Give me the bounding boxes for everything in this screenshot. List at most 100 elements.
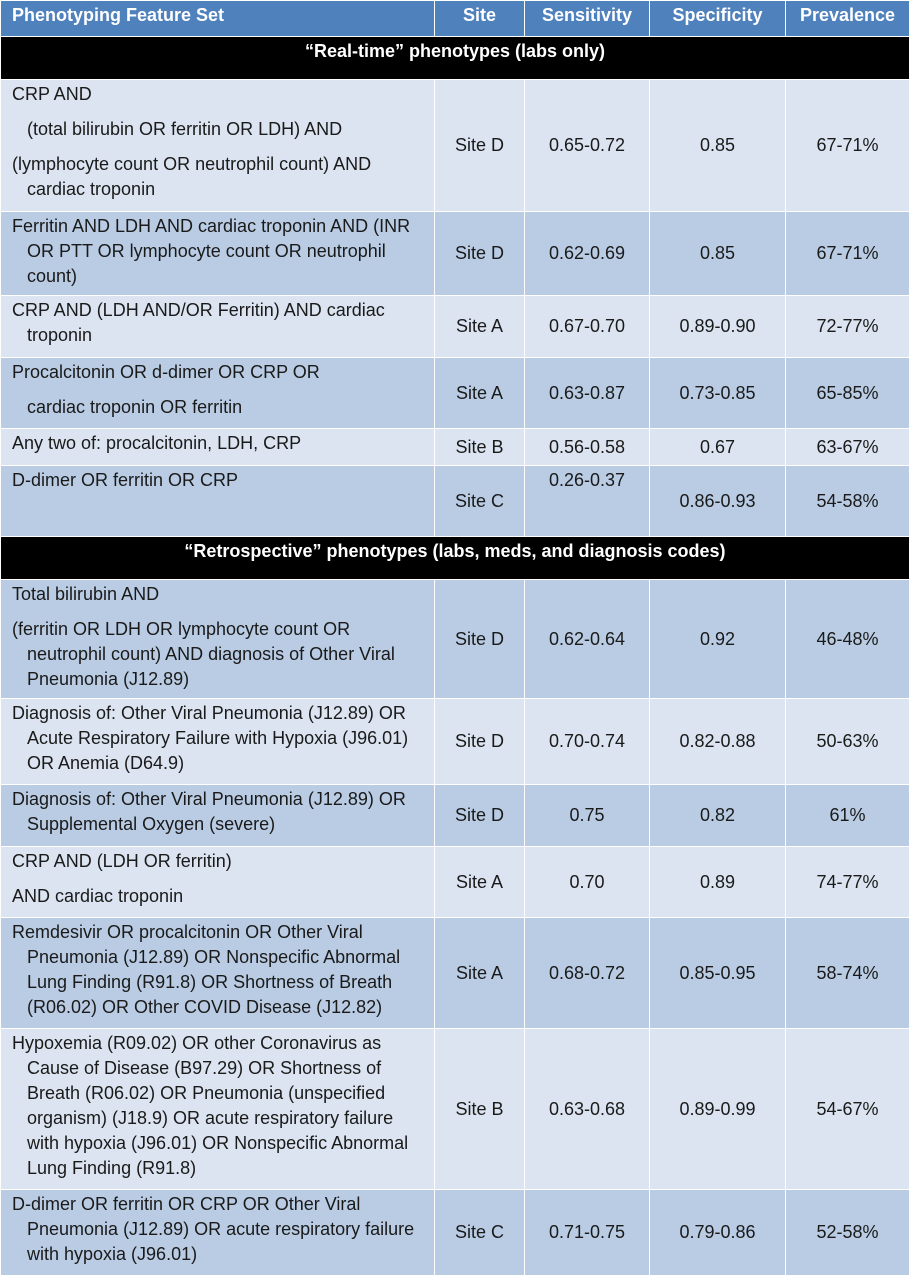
sensitivity-cell: 0.70 — [524, 846, 650, 918]
header-prevalence: Prevalence — [785, 0, 909, 37]
prevalence-cell: 63-67% — [785, 428, 909, 466]
specificity-cell: 0.85-0.95 — [649, 917, 786, 1029]
feature-line: Remdesivir OR procalcitonin OR Other Vir… — [12, 922, 401, 1017]
specificity-cell: 0.82 — [649, 784, 786, 847]
feature-line: D-dimer OR ferritin OR CRP OR Other Vira… — [12, 1194, 415, 1264]
site-cell: Site A — [434, 357, 525, 429]
feature-cell: Any two of: procalcitonin, LDH, CRP — [0, 428, 435, 466]
feature-line: (lymphocyte count OR neutrophil count) A… — [12, 154, 372, 199]
header-specificity: Specificity — [649, 0, 786, 37]
prevalence-cell: 74-77% — [785, 846, 909, 918]
feature-cell: Procalcitonin OR d-dimer OR CRP OR cardi… — [0, 357, 435, 429]
site-cell: Site A — [434, 917, 525, 1029]
site-cell: Site A — [434, 295, 525, 358]
feature-line: CRP AND (LDH AND/OR Ferritin) AND cardia… — [12, 300, 385, 345]
feature-line: Any two of: procalcitonin, LDH, CRP — [12, 433, 302, 453]
table-row: Diagnosis of: Other Viral Pneumonia (J12… — [0, 698, 909, 785]
section-realtime: “Real-time” phenotypes (labs only) — [0, 36, 909, 80]
table-row: Remdesivir OR procalcitonin OR Other Vir… — [0, 917, 909, 1029]
prevalence-cell: 65-85% — [785, 357, 909, 429]
sensitivity-cell: 0.26-0.37 — [524, 465, 650, 537]
specificity-cell: 0.67 — [649, 428, 786, 466]
site-cell: Site D — [434, 579, 525, 699]
sensitivity-cell: 0.56-0.58 — [524, 428, 650, 466]
section-title-retrospective: “Retrospective” phenotypes (labs, meds, … — [0, 536, 909, 580]
site-cell: Site C — [434, 1189, 525, 1276]
header-sensitivity: Sensitivity — [524, 0, 650, 37]
prevalence-cell: 61% — [785, 784, 909, 847]
sensitivity-cell: 0.62-0.69 — [524, 211, 650, 296]
specificity-cell: 0.92 — [649, 579, 786, 699]
feature-cell: Diagnosis of: Other Viral Pneumonia (J12… — [0, 698, 435, 785]
sensitivity-cell: 0.67-0.70 — [524, 295, 650, 358]
site-cell: Site B — [434, 428, 525, 466]
specificity-cell: 0.89 — [649, 846, 786, 918]
header-site: Site — [434, 0, 525, 37]
feature-cell: CRP AND (LDH AND/OR Ferritin) AND cardia… — [0, 295, 435, 358]
sensitivity-cell: 0.65-0.72 — [524, 79, 650, 212]
table-row: D-dimer OR ferritin OR CRP Site C 0.26-0… — [0, 465, 909, 537]
sensitivity-cell: 0.62-0.64 — [524, 579, 650, 699]
site-cell: Site D — [434, 211, 525, 296]
feature-line: (ferritin OR LDH OR lymphocyte count OR … — [12, 619, 395, 689]
feature-line: Total bilirubin AND — [12, 584, 160, 604]
feature-cell: D-dimer OR ferritin OR CRP OR Other Vira… — [0, 1189, 435, 1276]
section-retrospective: “Retrospective” phenotypes (labs, meds, … — [0, 536, 909, 580]
specificity-cell: 0.85 — [649, 211, 786, 296]
feature-line: Diagnosis of: Other Viral Pneumonia (J12… — [12, 789, 406, 834]
table-row: Hypoxemia (R09.02) OR other Coronavirus … — [0, 1028, 909, 1190]
site-cell: Site A — [434, 846, 525, 918]
prevalence-cell: 54-67% — [785, 1028, 909, 1190]
feature-line: Ferritin AND LDH AND cardiac troponin AN… — [12, 216, 411, 286]
feature-line: Diagnosis of: Other Viral Pneumonia (J12… — [12, 703, 409, 773]
feature-cell: Diagnosis of: Other Viral Pneumonia (J12… — [0, 784, 435, 847]
specificity-cell: 0.89-0.99 — [649, 1028, 786, 1190]
specificity-cell: 0.85 — [649, 79, 786, 212]
prevalence-cell: 67-71% — [785, 79, 909, 212]
feature-line: (total bilirubin OR ferritin OR LDH) AND — [27, 119, 343, 139]
table-row: CRP AND (LDH AND/OR Ferritin) AND cardia… — [0, 295, 909, 358]
prevalence-cell: 50-63% — [785, 698, 909, 785]
prevalence-cell: 72-77% — [785, 295, 909, 358]
sensitivity-cell: 0.70-0.74 — [524, 698, 650, 785]
specificity-cell: 0.82-0.88 — [649, 698, 786, 785]
specificity-cell: 0.89-0.90 — [649, 295, 786, 358]
feature-line: CRP AND — [12, 84, 92, 104]
sensitivity-cell: 0.68-0.72 — [524, 917, 650, 1029]
prevalence-cell: 46-48% — [785, 579, 909, 699]
section-title-realtime: “Real-time” phenotypes (labs only) — [0, 36, 909, 80]
specificity-cell: 0.79-0.86 — [649, 1189, 786, 1276]
site-cell: Site C — [434, 465, 525, 537]
table-row: Total bilirubin AND (ferritin OR LDH OR … — [0, 579, 909, 699]
specificity-cell: 0.86-0.93 — [649, 465, 786, 537]
table-row: CRP AND (total bilirubin OR ferritin OR … — [0, 79, 909, 212]
specificity-cell: 0.73-0.85 — [649, 357, 786, 429]
site-cell: Site B — [434, 1028, 525, 1190]
feature-line: Hypoxemia (R09.02) OR other Coronavirus … — [12, 1033, 409, 1178]
feature-cell: D-dimer OR ferritin OR CRP — [0, 465, 435, 537]
site-cell: Site D — [434, 698, 525, 785]
feature-line: cardiac troponin OR ferritin — [27, 397, 243, 417]
table-row: Ferritin AND LDH AND cardiac troponin AN… — [0, 211, 909, 296]
site-cell: Site D — [434, 79, 525, 212]
sensitivity-cell: 0.75 — [524, 784, 650, 847]
feature-cell: CRP AND (LDH OR ferritin) AND cardiac tr… — [0, 846, 435, 918]
prevalence-cell: 54-58% — [785, 465, 909, 537]
feature-cell: Hypoxemia (R09.02) OR other Coronavirus … — [0, 1028, 435, 1190]
feature-line: AND cardiac troponin — [12, 886, 184, 906]
feature-cell: CRP AND (total bilirubin OR ferritin OR … — [0, 79, 435, 212]
feature-line: CRP AND (LDH OR ferritin) — [12, 851, 232, 871]
table-row: CRP AND (LDH OR ferritin) AND cardiac tr… — [0, 846, 909, 918]
sensitivity-cell: 0.71-0.75 — [524, 1189, 650, 1276]
header-row: Phenotyping Feature Set Site Sensitivity… — [0, 0, 909, 37]
feature-line: Procalcitonin OR d-dimer OR CRP OR — [12, 362, 320, 382]
table-row: Diagnosis of: Other Viral Pneumonia (J12… — [0, 784, 909, 847]
sensitivity-cell: 0.63-0.68 — [524, 1028, 650, 1190]
table-row: D-dimer OR ferritin OR CRP OR Other Vira… — [0, 1189, 909, 1276]
prevalence-cell: 67-71% — [785, 211, 909, 296]
header-feature: Phenotyping Feature Set — [0, 0, 435, 37]
prevalence-cell: 58-74% — [785, 917, 909, 1029]
feature-cell: Ferritin AND LDH AND cardiac troponin AN… — [0, 211, 435, 296]
feature-cell: Remdesivir OR procalcitonin OR Other Vir… — [0, 917, 435, 1029]
